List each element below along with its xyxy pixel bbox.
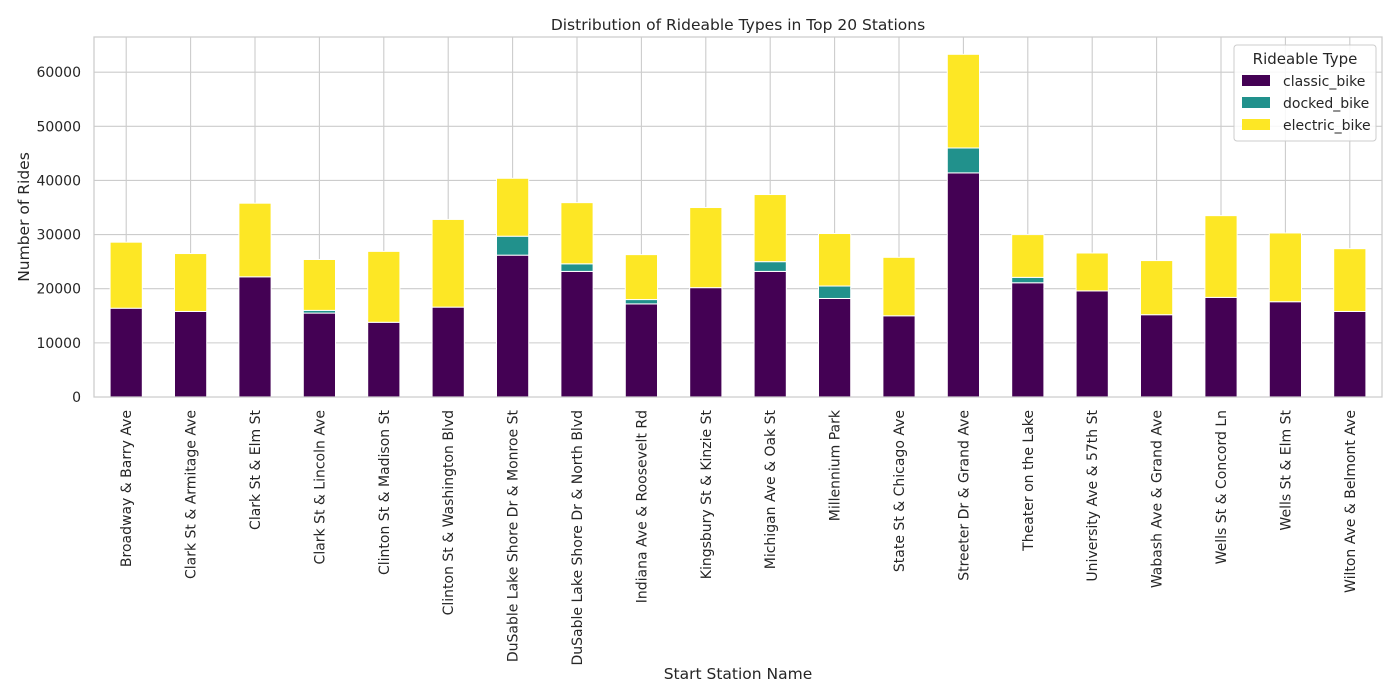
bar-classic-bike <box>1204 296 1238 398</box>
x-tick-label: Clinton St & Madison St <box>377 409 393 575</box>
x-tick-label: Wells St & Elm St <box>1278 410 1294 531</box>
bar-electric-bike <box>689 207 723 289</box>
bar-docked-bike <box>560 263 594 272</box>
bar-classic-bike <box>1140 314 1174 398</box>
x-tick-labels: Broadway & Barry Ave Clark St & Armitage … <box>119 409 1359 665</box>
bar-classic-bike <box>109 307 143 398</box>
bar-electric-bike <box>174 253 208 312</box>
bar-electric-bike <box>431 218 465 308</box>
legend-label: electric_bike <box>1283 118 1371 134</box>
bar-classic-bike <box>560 270 594 398</box>
bar-classic-bike <box>1333 310 1367 398</box>
bar-classic-bike <box>818 297 852 398</box>
bar-docked-bike <box>496 235 530 256</box>
bar-classic-bike <box>367 321 401 398</box>
legend-swatch <box>1242 75 1270 86</box>
y-tick-label: 30000 <box>36 228 81 244</box>
x-tick-label: Clark St & Armitage Ave <box>184 410 200 579</box>
x-tick-label: Wilton Ave & Belmont Ave <box>1343 410 1359 593</box>
x-tick-label: Millennium Park <box>828 409 844 521</box>
legend-label: docked_bike <box>1283 96 1369 112</box>
bar-docked-bike <box>818 285 852 299</box>
y-tick-label: 10000 <box>36 336 81 352</box>
x-tick-label: Theater on the Lake <box>1021 410 1037 552</box>
bar-classic-bike <box>238 276 272 398</box>
y-tick-label: 60000 <box>36 65 81 81</box>
x-tick-label: Michigan Ave & Oak St <box>763 410 779 570</box>
legend-swatch <box>1242 97 1270 108</box>
bar-electric-bike <box>1333 248 1367 312</box>
bar-electric-bike <box>624 254 658 301</box>
bar-electric-bike <box>818 233 852 287</box>
legend-box <box>1233 44 1377 142</box>
bar-docked-bike <box>946 147 980 174</box>
bar-electric-bike <box>1140 260 1174 316</box>
x-tick-label: Clinton St & Washington Blvd <box>441 410 457 615</box>
x-tick-label: Streeter Dr & Grand Ave <box>956 410 972 581</box>
bar-classic-bike <box>431 306 465 398</box>
bar-classic-bike <box>946 172 980 398</box>
bar-classic-bike <box>302 312 336 398</box>
bar-electric-bike <box>946 53 980 149</box>
bar-electric-bike <box>1268 232 1303 303</box>
x-tick-label: DuSable Lake Shore Dr & North Blvd <box>570 410 586 665</box>
x-tick-label: Indiana Ave & Roosevelt Rd <box>634 410 650 603</box>
bar-electric-bike <box>882 256 916 317</box>
bar-classic-bike <box>753 270 787 398</box>
y-axis-label: Number of Rides <box>15 152 33 282</box>
x-tick-label: University Ave & 57th St <box>1085 410 1101 582</box>
plot-frame <box>93 36 1383 398</box>
legend-label: classic_bike <box>1283 74 1365 90</box>
bar-docked-bike <box>753 261 787 272</box>
bar-electric-bike <box>1204 215 1238 298</box>
bar-electric-bike <box>496 177 530 237</box>
x-tick-label: Broadway & Barry Ave <box>119 410 135 567</box>
bar-classic-bike <box>1011 282 1045 398</box>
gridlines <box>94 37 1382 398</box>
y-tick-label: 40000 <box>36 173 81 189</box>
bar-classic-bike <box>689 287 723 398</box>
bar-classic-bike <box>174 310 208 398</box>
x-axis-label: Start Station Name <box>664 665 813 683</box>
bar-docked-bike <box>624 299 658 305</box>
legend: Rideable Type classic_bike docked_bikeele… <box>1233 44 1377 142</box>
bar-electric-bike <box>109 241 143 309</box>
x-tick-label: DuSable Lake Shore Dr & Monroe St <box>506 409 522 662</box>
bar-classic-bike <box>882 315 916 398</box>
bar-electric-bike <box>367 250 401 323</box>
y-tick-label: 50000 <box>36 119 81 135</box>
x-tick-label: Wabash Ave & Grand Ave <box>1150 410 1166 588</box>
bars <box>109 53 1367 398</box>
bar-electric-bike <box>302 258 336 311</box>
x-tick-label: Clark St & Elm St <box>248 409 264 529</box>
x-tick-label: Clark St & Lincoln Ave <box>312 410 328 564</box>
bar-classic-bike <box>1075 290 1109 398</box>
bar-electric-bike <box>1075 252 1109 292</box>
x-tick-label: Wells St & Concord Ln <box>1214 410 1230 564</box>
y-tick-labels: 0 10000 20000 30000 40000 50000 60000 <box>36 65 81 406</box>
bar-electric-bike <box>238 202 272 278</box>
bar-electric-bike <box>753 194 787 263</box>
y-tick-label: 0 <box>72 390 81 406</box>
x-tick-label: State St & Chicago Ave <box>892 410 908 572</box>
legend-title: Rideable Type <box>1253 50 1358 68</box>
y-tick-label: 20000 <box>36 282 81 298</box>
legend-swatch <box>1242 119 1270 130</box>
bar-classic-bike <box>624 303 658 398</box>
bar-classic-bike <box>1268 301 1303 398</box>
bar-electric-bike <box>1011 234 1045 278</box>
bar-docked-bike <box>1011 276 1045 284</box>
bar-electric-bike <box>560 202 594 265</box>
chart-title: Distribution of Rideable Types in Top 20… <box>551 16 925 34</box>
x-tick-label: Kingsbury St & Kinzie St <box>699 410 715 580</box>
bar-classic-bike <box>496 254 530 398</box>
